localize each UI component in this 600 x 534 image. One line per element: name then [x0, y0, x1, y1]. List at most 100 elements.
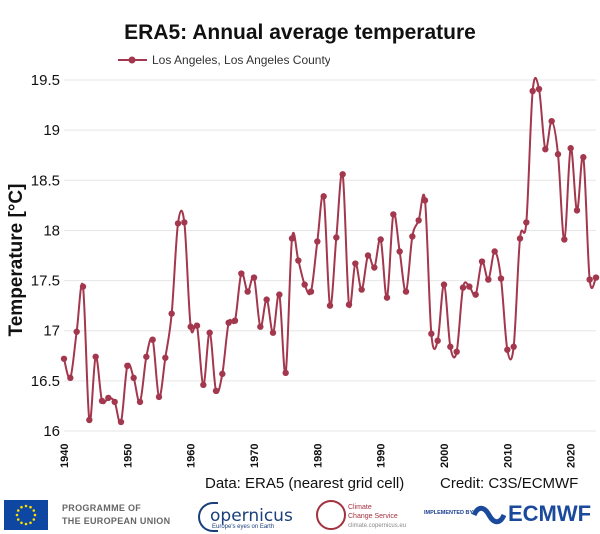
y-tick-label: 17.5 — [31, 273, 60, 290]
data-point-1969 — [244, 288, 251, 295]
x-tick-label: 1960 — [186, 444, 198, 468]
eu-star-icon — [16, 509, 20, 512]
data-point-1953 — [143, 353, 150, 360]
data-point-2022 — [580, 154, 587, 161]
legend-marker — [128, 56, 136, 64]
c3s-url: climate.copernicus.eu — [348, 523, 407, 529]
data-point-2019 — [561, 236, 568, 243]
y-tick-label: 19 — [43, 122, 60, 139]
data-point-2000 — [440, 281, 448, 288]
x-tick-label: 2020 — [566, 444, 578, 468]
data-point-2021 — [573, 207, 581, 214]
data-point-2008 — [491, 248, 498, 255]
data-point-1954 — [149, 336, 156, 343]
data-point-1971 — [257, 323, 264, 330]
eu-stars-icon — [15, 504, 37, 526]
legend: Los Angeles, Los Angeles County — [118, 53, 330, 67]
series-los-angeles — [60, 77, 600, 426]
y-tick-label: 16.5 — [31, 373, 60, 390]
copernicus-logo: opernicus Europe's eyes on Earth — [198, 500, 294, 534]
logo-bar: PROGRAMME OF THE EUROPEAN UNION opernicu… — [0, 494, 600, 534]
data-point-2011 — [510, 343, 517, 350]
eu-flag-icon — [4, 500, 48, 530]
data-point-2012 — [516, 235, 524, 242]
data-point-2007 — [485, 276, 492, 283]
eu-star-icon — [20, 521, 23, 525]
data-point-1956 — [162, 354, 169, 361]
data-point-2005 — [472, 291, 479, 298]
data-point-1976 — [288, 235, 296, 242]
data-point-2002 — [453, 348, 460, 355]
data-credit: Data: ERA5 (nearest grid cell) — [205, 475, 404, 492]
eu-star-icon — [16, 518, 20, 521]
data-point-1996 — [415, 217, 422, 224]
eu-star-icon — [15, 513, 19, 517]
data-point-1946 — [98, 397, 106, 405]
data-point-1944 — [86, 416, 93, 424]
data-point-2015 — [535, 85, 543, 93]
data-point-1999 — [434, 337, 441, 344]
x-tick-label: 1940 — [59, 444, 71, 468]
c3s-line-1: Climate — [348, 504, 372, 511]
data-point-1949 — [117, 418, 125, 426]
data-point-2023 — [586, 276, 593, 283]
series-line — [63, 77, 597, 424]
data-point-1993 — [396, 248, 403, 255]
x-tick-label: 1970 — [249, 444, 261, 468]
data-point-1948 — [111, 398, 118, 406]
data-point-1950 — [124, 362, 131, 370]
c3s-logo: Climate Change Service climate.copernicu… — [316, 498, 446, 532]
data-point-1947 — [105, 394, 112, 402]
data-point-1973 — [269, 329, 277, 336]
data-point-1994 — [402, 288, 410, 295]
data-point-1972 — [263, 296, 270, 303]
data-point-1952 — [136, 398, 144, 406]
data-point-1992 — [390, 211, 397, 218]
data-point-1964 — [212, 387, 220, 395]
y-tick-label: 19.5 — [31, 72, 60, 89]
eu-programme-label: PROGRAMME OF THE EUROPEAN UNION — [62, 502, 170, 528]
x-tick-label: 1950 — [122, 444, 134, 468]
data-point-1982 — [326, 302, 334, 309]
eu-star-icon — [29, 521, 32, 525]
data-point-1941 — [67, 374, 74, 382]
data-point-2016 — [542, 146, 549, 153]
data-point-1955 — [155, 393, 163, 401]
data-point-1980 — [314, 238, 321, 245]
data-point-1942 — [73, 328, 80, 335]
data-point-1968 — [238, 270, 245, 277]
ecmwf-wave-icon — [472, 505, 506, 525]
data-point-1962 — [200, 381, 207, 389]
gridlines — [64, 79, 596, 432]
data-point-1978 — [301, 281, 308, 288]
data-point-2003 — [459, 284, 467, 291]
y-axis-label: Temperature [°C] — [6, 184, 27, 337]
data-point-1940 — [60, 355, 68, 362]
data-point-2020 — [567, 145, 574, 152]
data-point-1986 — [352, 260, 359, 267]
eu-star-icon — [32, 518, 36, 521]
programme-line-2: THE EUROPEAN UNION — [62, 516, 171, 526]
x-tick-label: 2010 — [502, 444, 514, 468]
data-point-1963 — [206, 329, 213, 336]
data-point-1965 — [219, 370, 226, 378]
data-point-1990 — [377, 236, 384, 243]
y-tick-label: 18 — [43, 222, 60, 239]
data-point-2006 — [478, 258, 486, 265]
eu-star-icon — [29, 505, 32, 509]
data-point-1951 — [130, 374, 137, 382]
data-point-2018 — [554, 151, 562, 158]
copernicus-c-icon — [198, 502, 218, 532]
data-point-1983 — [333, 234, 340, 241]
data-point-2017 — [548, 117, 555, 125]
ecmwf-logo: ECMWF — [470, 500, 598, 530]
y-axis-ticks: 16 16.5 17 17.5 18 18.5 19 19.5 — [31, 72, 60, 440]
data-point-1970 — [250, 274, 258, 281]
c3s-name: Climate Change Service — [348, 503, 398, 521]
data-point-1984 — [339, 171, 346, 178]
ecmwf-wordmark: ECMWF — [508, 501, 592, 526]
x-tick-label: 1990 — [376, 444, 388, 468]
data-point-1974 — [276, 291, 283, 298]
programme-line-1: PROGRAMME OF — [62, 503, 142, 513]
data-point-1961 — [193, 322, 201, 329]
